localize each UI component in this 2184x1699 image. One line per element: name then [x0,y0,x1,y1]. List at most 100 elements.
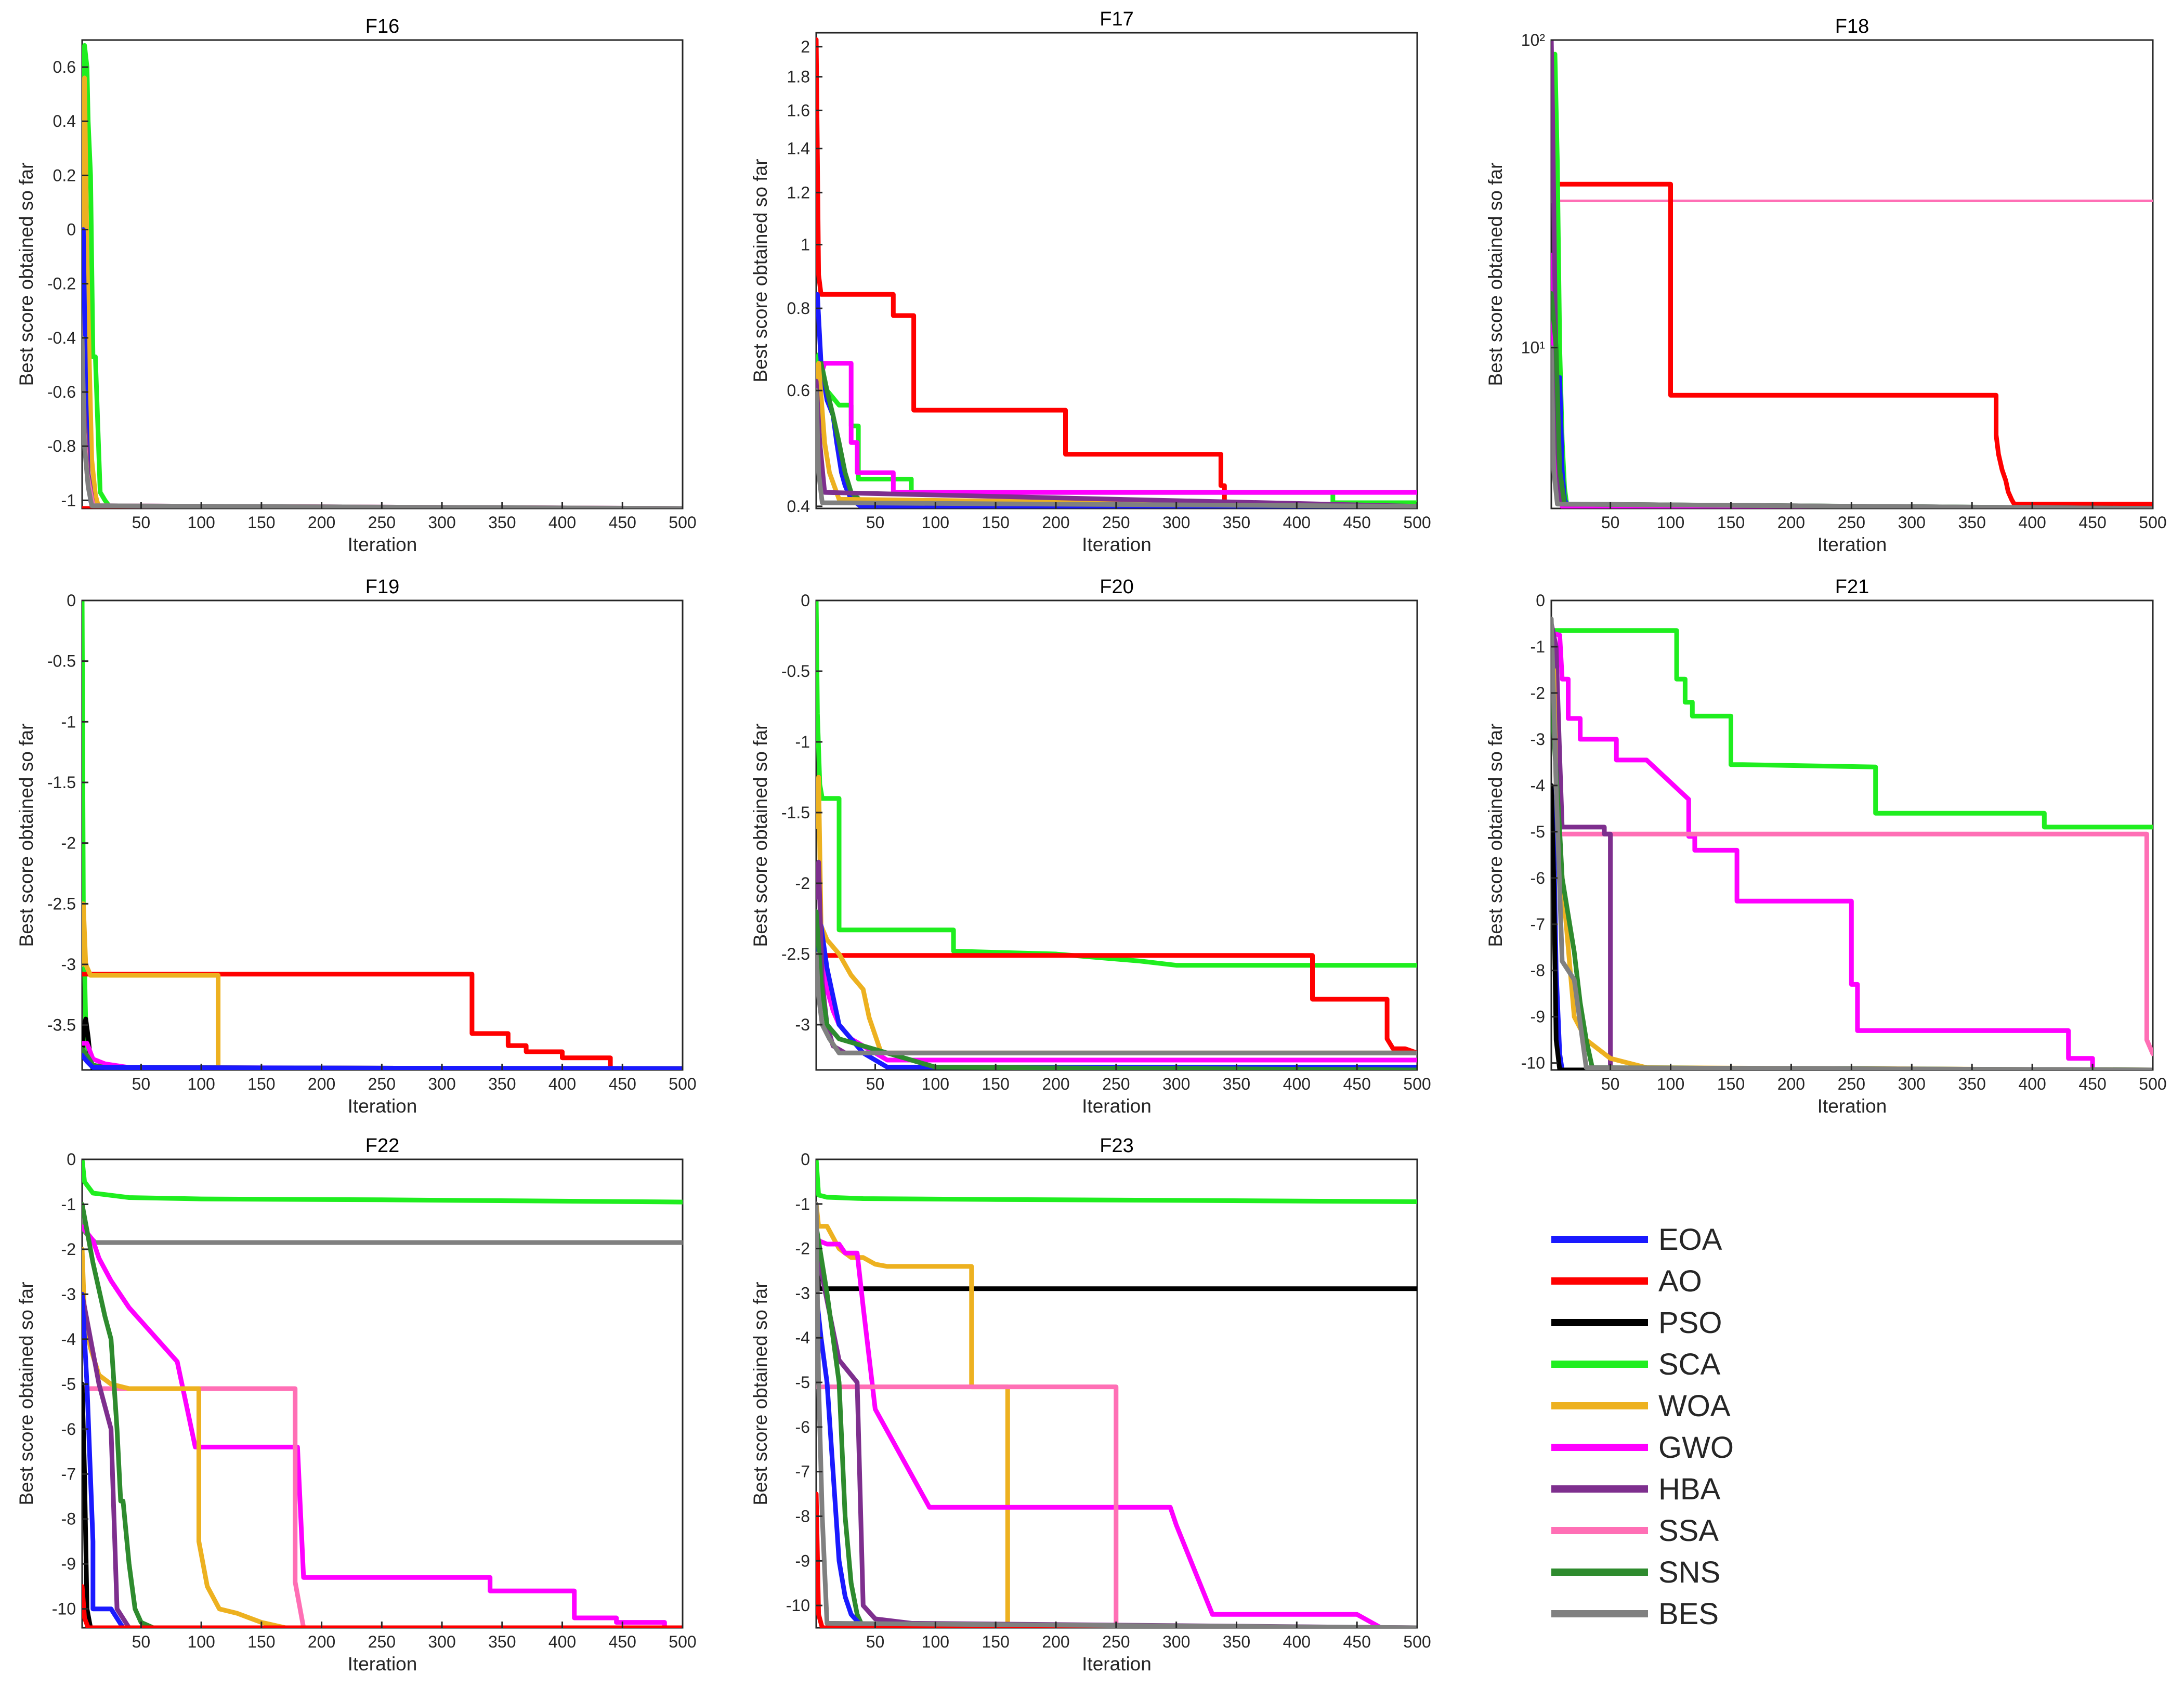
y-tick-label: -7 [61,1465,76,1483]
y-tick-label: -0.5 [781,662,810,681]
y-tick-label: -5 [61,1375,76,1393]
series-line-sca [816,600,1417,968]
x-tick-label: 250 [368,513,396,532]
y-tick-label: -10 [1521,1054,1545,1073]
y-tick-label: -3 [795,1284,810,1302]
y-tick-label: 1 [801,236,810,254]
y-tick-label: -4 [795,1328,810,1347]
x-tick-label: 300 [1898,1075,1926,1093]
y-tick-label: 2 [801,37,810,56]
y-tick-label: 0.6 [787,381,810,400]
plot-area [81,599,684,1071]
x-tick-label: 50 [1601,1075,1620,1093]
x-tick-label: 500 [1403,1075,1431,1093]
y-tick-label: -0.6 [47,383,76,401]
y-tick-label: -2 [795,874,810,893]
plot-area [1550,39,2154,509]
series-group [816,37,1417,508]
y-tick-label: -2.5 [47,894,76,913]
legend: EOA AO PSO SCA WOA GWO HBA SSA SNS BES [1551,1223,1734,1631]
x-tick-label: 400 [1283,1632,1311,1651]
x-tick-label: 200 [308,513,335,532]
x-tick-label: 150 [982,1075,1009,1093]
chart-f16: 50 100 150 200 250 300 350 400 450 500 0.6 0.4 0.2 0 -… [16,16,697,555]
x-tick-label: 500 [1403,1632,1431,1651]
x-tick-label: 250 [1838,1075,1865,1093]
series-line-sca [82,1159,683,1205]
y-tick-label: -3 [1531,730,1545,749]
series-line-hba [1551,621,2153,1070]
series-group [82,1159,683,1628]
y-tick-label: 1.8 [787,68,810,86]
series-group [816,1159,1417,1628]
y-tick-label: 0 [67,591,76,610]
y-axis-label: Best score obtained so far [16,163,37,386]
chart-title: F22 [365,1135,399,1157]
chart-title: F16 [365,16,399,37]
x-tick-label: 450 [1343,1632,1370,1651]
chart-title: F17 [1100,8,1133,30]
legend-label-eoa: EOA [1658,1223,1722,1257]
x-tick-label: 200 [1777,1075,1805,1093]
x-tick-label: 50 [866,1075,885,1093]
y-tick-label: -2 [1531,684,1545,702]
y-tick-label: -3 [61,955,76,974]
y-tick-label: -1 [795,1195,810,1213]
x-tick-label: 50 [132,1632,151,1651]
x-tick-label: 50 [1601,513,1620,532]
chart-f20: 50 100 150 200 250 300 350 400 450 500 0 -0.5 -1 -1.5… [750,576,1431,1117]
y-tick-label: -5 [795,1373,810,1392]
x-tick-label: 150 [1717,1075,1745,1093]
x-tick-label: 500 [669,513,696,532]
x-tick-label: 400 [548,513,576,532]
y-tick-label: -4 [1531,776,1545,795]
x-tick-label: 200 [1777,513,1805,532]
chart-f18: 50 100 150 200 250 300 350 400 450 500 10² 10¹ F18 It… [1485,16,2167,555]
legend-label-bes: BES [1658,1597,1719,1631]
y-axis-label: Best score obtained so far [16,724,37,947]
y-tick-label: -2 [795,1239,810,1258]
x-tick-label: 250 [1102,1075,1130,1093]
y-tick-label: 1.2 [787,183,810,202]
series-line-eoa [82,1053,683,1070]
x-tick-label: 500 [2139,513,2166,532]
x-tick-label: 450 [609,1632,636,1651]
series-line-pso [1551,783,2153,1070]
x-tick-label: 100 [1657,513,1684,532]
x-tick-label: 450 [1343,1075,1370,1093]
series-line-eoa [816,923,1417,1070]
x-axis-label: Iteration [1082,534,1152,555]
series-line-gwo [816,361,1417,495]
y-tick-label: -0.5 [47,652,76,671]
y-tick-label: -2 [61,1240,76,1259]
y-tick-label: 0.2 [53,166,76,185]
series-line-sca [1551,625,2153,830]
x-tick-label: 200 [1042,1075,1069,1093]
y-tick-label: 1.4 [787,139,810,158]
series-line-sns [816,909,1417,1070]
x-axis-label: Iteration [1082,1095,1152,1117]
y-tick-label: 10² [1521,31,1546,49]
x-tick-label: 350 [1958,1075,1986,1093]
x-tick-label: 450 [2078,513,2106,532]
x-tick-label: 500 [2139,1075,2166,1093]
x-tick-label: 250 [1838,513,1865,532]
x-tick-label: 100 [922,513,949,532]
series-line-bes [1551,617,2153,1070]
series-line-sca [82,43,683,508]
y-tick-label: -1 [1531,637,1545,656]
x-tick-label: 450 [609,513,636,532]
y-tick-label: -9 [795,1551,810,1570]
series-line-bes [816,388,1417,508]
series-line-ao [816,37,1417,508]
plot-area [815,32,1418,509]
x-axis-label: Iteration [1817,1095,1887,1117]
y-axis-label: Best score obtained so far [750,1282,771,1506]
x-tick-label: 200 [1042,1632,1069,1651]
x-tick-label: 200 [308,1075,335,1093]
x-tick-label: 150 [247,1075,275,1093]
y-tick-label: -3 [795,1015,810,1034]
x-axis-label: Iteration [1082,1653,1152,1675]
y-tick-label: 0.4 [787,497,810,516]
